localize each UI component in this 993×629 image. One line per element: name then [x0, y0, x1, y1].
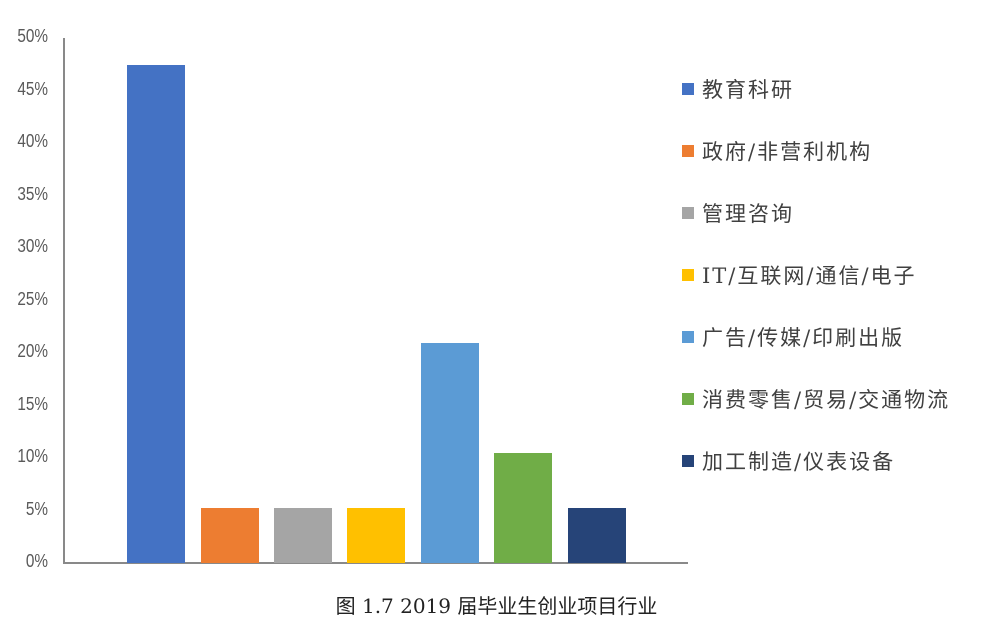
bar-3 [274, 508, 332, 563]
legend-item: 消费零售/贸易/交通物流 [682, 384, 950, 414]
y-tick-label: 5% [25, 498, 48, 519]
y-tick-label: 25% [17, 288, 48, 309]
legend-item: 管理咨询 [682, 198, 794, 228]
bar-2 [201, 508, 259, 563]
x-axis-line [63, 562, 688, 564]
legend-label: 管理咨询 [702, 202, 794, 226]
legend-swatch-icon [682, 145, 694, 157]
y-tick-label: 30% [17, 236, 48, 256]
y-tick-label: 20% [17, 341, 48, 361]
y-tick-label: 45% [17, 78, 48, 99]
y-tick-label: 50% [17, 26, 48, 46]
y-tick-label: 40% [17, 131, 48, 151]
legend-swatch-icon [682, 269, 694, 281]
bar-4 [347, 508, 405, 563]
legend-swatch-icon [682, 83, 694, 95]
legend-label: 广告/传媒/印刷出版 [702, 326, 905, 350]
bar-5 [421, 342, 479, 563]
bar-6 [494, 452, 552, 563]
legend-label: 加工制造/仪表设备 [702, 450, 896, 474]
legend-swatch-icon [682, 455, 694, 467]
legend-item: 广告/传媒/印刷出版 [682, 322, 904, 352]
y-tick-label: 10% [17, 446, 48, 466]
y-axis-line [63, 38, 65, 564]
legend-swatch-icon [682, 331, 694, 343]
y-tick-label: 0% [25, 551, 48, 571]
legend-label: 消费零售/贸易/交通物流 [702, 388, 951, 412]
legend-label: IT/互联网/通信/电子 [702, 264, 917, 288]
chart-caption: 图 1.7 2019 届毕业生创业项目行业 [335, 594, 658, 618]
y-tick-label: 15% [17, 393, 48, 414]
legend-swatch-icon [682, 393, 694, 405]
legend-item: 加工制造/仪表设备 [682, 446, 895, 476]
bar-1 [127, 65, 185, 563]
legend-label: 政府/非营利机构 [702, 140, 873, 164]
y-tick-label: 35% [17, 183, 48, 204]
legend-swatch-icon [682, 207, 694, 219]
legend-item: 政府/非营利机构 [682, 136, 872, 166]
bar-7 [568, 508, 626, 563]
legend-item: 教育科研 [682, 74, 794, 104]
legend-label: 教育科研 [702, 78, 794, 102]
legend-item: IT/互联网/通信/电子 [682, 260, 917, 290]
